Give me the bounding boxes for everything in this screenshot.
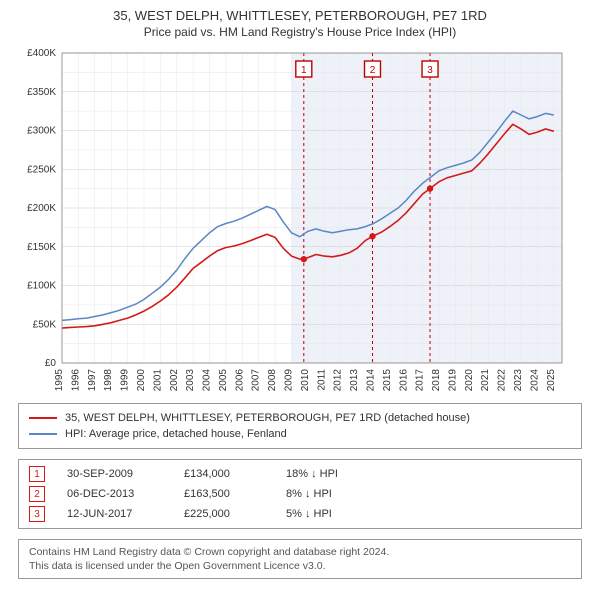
svg-text:2010: 2010 [300,369,311,392]
svg-text:1998: 1998 [103,369,114,392]
legend-swatch [29,433,57,435]
svg-text:£400K: £400K [27,48,56,59]
svg-text:£100K: £100K [27,281,56,292]
svg-text:£150K: £150K [27,242,56,253]
svg-text:2004: 2004 [202,369,213,392]
svg-text:2000: 2000 [136,369,147,392]
svg-text:£0: £0 [45,358,57,369]
svg-text:1995: 1995 [54,369,65,392]
marker-row: 2 06-DEC-2013 £163,500 8% ↓ HPI [29,486,571,502]
marker-row: 3 12-JUN-2017 £225,000 5% ↓ HPI [29,506,571,522]
marker-date: 06-DEC-2013 [67,488,162,500]
svg-text:2: 2 [370,65,376,76]
svg-text:2017: 2017 [415,369,426,392]
marker-date: 12-JUN-2017 [67,508,162,520]
svg-text:2001: 2001 [152,369,163,392]
svg-text:3: 3 [427,65,433,76]
marker-price: £225,000 [184,508,264,520]
svg-text:2014: 2014 [365,369,376,392]
svg-text:2007: 2007 [251,369,262,392]
attribution: Contains HM Land Registry data © Crown c… [18,539,582,579]
svg-text:1: 1 [301,65,307,76]
svg-text:2002: 2002 [169,369,180,392]
svg-text:2023: 2023 [513,369,524,392]
marker-date: 30-SEP-2009 [67,468,162,480]
svg-text:2008: 2008 [267,369,278,392]
marker-price: £134,000 [184,468,264,480]
svg-text:1997: 1997 [87,369,98,392]
legend: 35, WEST DELPH, WHITTLESEY, PETERBOROUGH… [18,403,582,449]
svg-text:2013: 2013 [349,369,360,392]
chart-svg: £0 £50K £100K £150K £200K £250K £300K £350K £400… [12,45,588,395]
svg-text:2021: 2021 [480,369,491,392]
svg-text:£50K: £50K [33,319,57,330]
attribution-line2: This data is licensed under the Open Gov… [29,559,571,573]
svg-text:2011: 2011 [316,369,327,391]
svg-text:2005: 2005 [218,369,229,392]
marker-delta: 18% ↓ HPI [286,468,376,480]
svg-text:2003: 2003 [185,369,196,392]
legend-swatch [29,417,57,419]
legend-item: 35, WEST DELPH, WHITTLESEY, PETERBOROUGH… [29,410,571,426]
title-sub: Price paid vs. HM Land Registry's House … [12,25,588,39]
marker-delta: 5% ↓ HPI [286,508,376,520]
svg-text:2022: 2022 [497,369,508,392]
svg-text:1996: 1996 [70,369,81,392]
svg-text:£300K: £300K [27,126,56,137]
svg-text:2015: 2015 [382,369,393,392]
svg-text:2020: 2020 [464,369,475,392]
title-main: 35, WEST DELPH, WHITTLESEY, PETERBOROUGH… [12,8,588,23]
marker-row: 1 30-SEP-2009 £134,000 18% ↓ HPI [29,466,571,482]
svg-text:2019: 2019 [447,369,458,392]
svg-text:£200K: £200K [27,203,56,214]
svg-text:2024: 2024 [529,369,540,392]
svg-text:2025: 2025 [546,369,557,392]
svg-text:2012: 2012 [333,369,344,392]
marker-badge: 2 [29,486,45,502]
legend-item: HPI: Average price, detached house, Fenl… [29,426,571,442]
svg-text:2006: 2006 [234,369,245,392]
chart-titles: 35, WEST DELPH, WHITTLESEY, PETERBOROUGH… [12,8,588,45]
marker-badge: 3 [29,506,45,522]
legend-label: 35, WEST DELPH, WHITTLESEY, PETERBOROUGH… [65,410,470,426]
attribution-line1: Contains HM Land Registry data © Crown c… [29,545,571,559]
svg-text:2016: 2016 [398,369,409,392]
marker-price: £163,500 [184,488,264,500]
marker-badge: 1 [29,466,45,482]
chart: £0 £50K £100K £150K £200K £250K £300K £350K £400… [12,45,588,395]
marker-delta: 8% ↓ HPI [286,488,376,500]
legend-label: HPI: Average price, detached house, Fenl… [65,426,287,442]
svg-text:2018: 2018 [431,369,442,392]
svg-text:2009: 2009 [284,369,295,392]
markers-table: 1 30-SEP-2009 £134,000 18% ↓ HPI 2 06-DEC-201… [18,459,582,529]
svg-text:£250K: £250K [27,164,56,175]
svg-text:1999: 1999 [120,369,131,392]
svg-text:£350K: £350K [27,87,56,98]
